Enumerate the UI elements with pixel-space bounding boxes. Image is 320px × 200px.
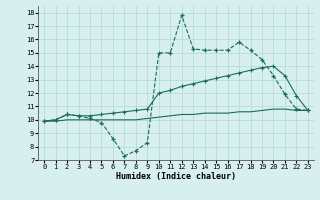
X-axis label: Humidex (Indice chaleur): Humidex (Indice chaleur) bbox=[116, 172, 236, 181]
